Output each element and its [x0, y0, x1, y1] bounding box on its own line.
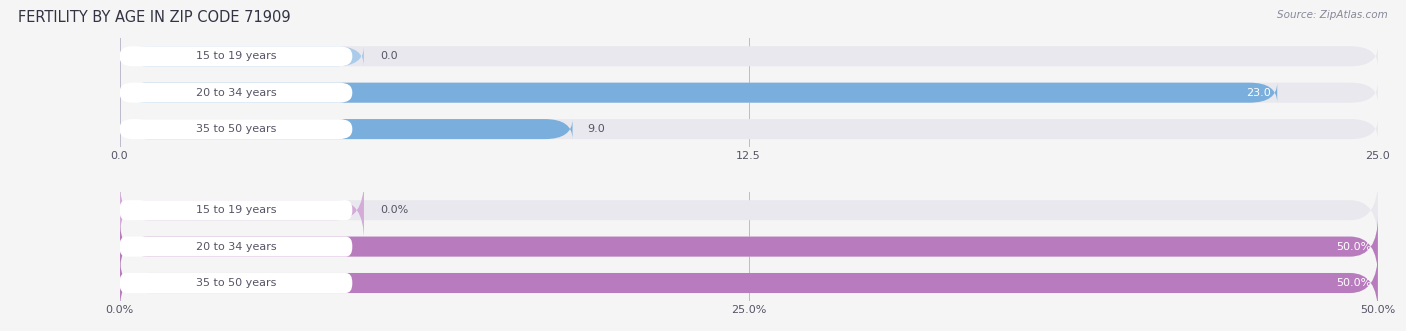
- Text: 0.0: 0.0: [380, 51, 398, 61]
- Text: FERTILITY BY AGE IN ZIP CODE 71909: FERTILITY BY AGE IN ZIP CODE 71909: [18, 10, 291, 25]
- FancyBboxPatch shape: [120, 83, 1277, 103]
- FancyBboxPatch shape: [120, 216, 1378, 277]
- FancyBboxPatch shape: [120, 237, 353, 257]
- FancyBboxPatch shape: [120, 83, 1378, 103]
- Text: 35 to 50 years: 35 to 50 years: [195, 278, 276, 288]
- Text: 35 to 50 years: 35 to 50 years: [195, 124, 276, 134]
- Text: 23.0: 23.0: [1246, 88, 1271, 98]
- Text: 15 to 19 years: 15 to 19 years: [195, 51, 276, 61]
- Text: 15 to 19 years: 15 to 19 years: [195, 205, 276, 215]
- Text: 9.0: 9.0: [588, 124, 606, 134]
- FancyBboxPatch shape: [120, 180, 364, 240]
- FancyBboxPatch shape: [120, 46, 353, 66]
- FancyBboxPatch shape: [120, 253, 1378, 313]
- FancyBboxPatch shape: [120, 216, 1378, 277]
- Text: 50.0%: 50.0%: [1336, 278, 1372, 288]
- FancyBboxPatch shape: [120, 119, 572, 139]
- FancyBboxPatch shape: [120, 119, 1378, 139]
- FancyBboxPatch shape: [120, 83, 353, 103]
- Text: 20 to 34 years: 20 to 34 years: [195, 88, 276, 98]
- FancyBboxPatch shape: [120, 273, 353, 293]
- FancyBboxPatch shape: [120, 119, 353, 139]
- Text: 0.0%: 0.0%: [380, 205, 409, 215]
- FancyBboxPatch shape: [120, 200, 353, 220]
- FancyBboxPatch shape: [120, 180, 1378, 240]
- Text: 20 to 34 years: 20 to 34 years: [195, 242, 276, 252]
- FancyBboxPatch shape: [120, 46, 364, 66]
- Text: Source: ZipAtlas.com: Source: ZipAtlas.com: [1277, 10, 1388, 20]
- FancyBboxPatch shape: [120, 253, 1378, 313]
- Text: 50.0%: 50.0%: [1336, 242, 1372, 252]
- FancyBboxPatch shape: [120, 46, 1378, 66]
